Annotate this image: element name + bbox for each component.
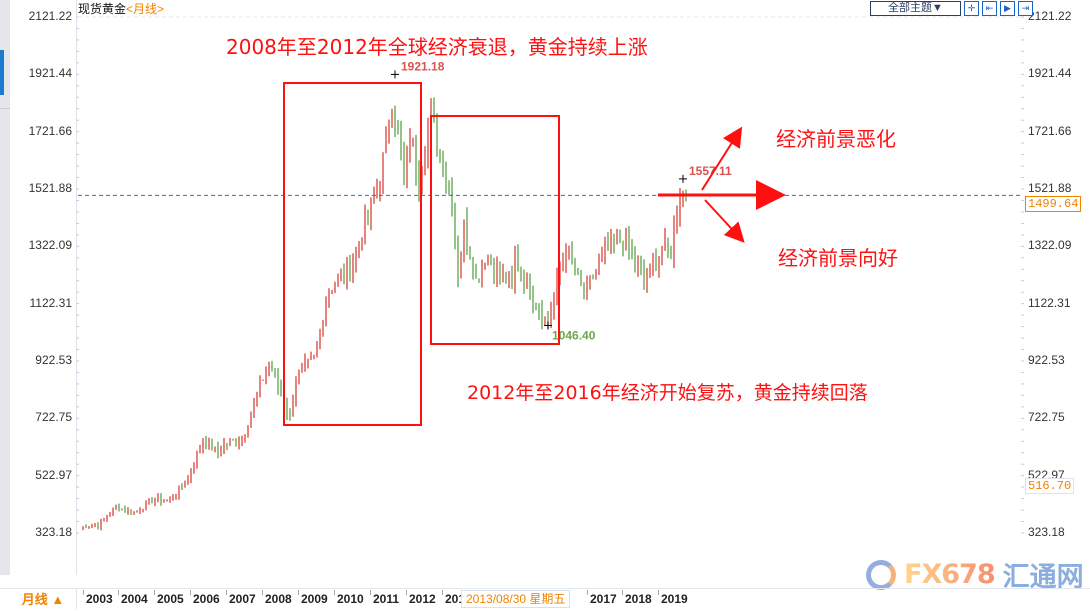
fit-range-icon[interactable]: ⇤ — [982, 1, 997, 16]
x-tick-label: 2003 — [83, 590, 113, 606]
right-price-axis: 2121.22 1921.44 1721.66 1521.88 1322.09 1122.… — [1024, 0, 1090, 575]
left-panel-strip — [0, 0, 10, 575]
active-panel-marker[interactable] — [0, 50, 4, 95]
x-tick-label: 2009 — [298, 590, 328, 606]
right-y-tick-label: 1921.44 — [1028, 66, 1072, 81]
fx678-logo-icon — [866, 559, 896, 590]
period-switch-button[interactable]: 月线 ▲ — [10, 589, 77, 609]
right-y-tick-label: 722.75 — [1028, 410, 1065, 425]
watermark-brand-cn: 汇通网 — [1002, 562, 1084, 593]
left-y-tick-label: 522.97 — [35, 467, 72, 482]
right-y-tick-label: 323.18 — [1028, 525, 1065, 539]
crosshair-icon[interactable]: ✛ — [964, 1, 979, 16]
x-tick-label: 2006 — [190, 590, 220, 606]
right-y-tick-label: 1521.88 — [1028, 180, 1072, 195]
x-tick-label: 2007 — [226, 590, 256, 606]
svg-text:1557.11: 1557.11 — [689, 164, 732, 178]
left-y-tick-label: 1521.88 — [28, 180, 72, 195]
period-tag[interactable]: <月线> — [126, 2, 165, 16]
right-y-tick-label: 2121.22 — [1028, 9, 1072, 23]
x-tick-label: 2011 — [369, 590, 400, 606]
x-tick-label: 2012 — [406, 590, 436, 606]
x-tick-label: 2017 — [587, 590, 617, 606]
x-tick-label: 2019 — [658, 590, 688, 606]
left-y-tick-label: 722.75 — [35, 410, 72, 425]
jump-latest-icon[interactable]: ⇥ — [1018, 1, 1033, 16]
step-forward-icon[interactable]: ▶ — [1000, 1, 1015, 16]
right-y-tick-label: 1721.66 — [1028, 123, 1072, 138]
right-y-tick-label: 1122.31 — [1028, 295, 1071, 310]
annotation-outlook-good: 经济前景向好 — [778, 246, 898, 270]
annotation-rise-period: 2008年至2012年全球经济衰退，黄金持续上涨 — [226, 35, 648, 59]
x-tick-label: 2018 — [622, 590, 652, 606]
panel-divider — [0, 108, 10, 109]
x-tick-label: 2005 — [154, 590, 184, 606]
current-price-tag: 1499.64 — [1025, 196, 1082, 212]
x-tick-label: 2010 — [334, 590, 364, 606]
left-price-axis: 2121.22 1921.44 1721.66 1521.88 1322.09 1122.… — [10, 0, 77, 575]
annotation-outlook-bad: 经济前景恶化 — [776, 127, 896, 151]
right-y-tick-label: 922.53 — [1028, 352, 1065, 367]
time-axis: 2003 2004 2005 2006 2007 2008 2009 2010 2011 2012… — [0, 588, 1090, 610]
chart-toolbar: 全部主题▼ ✛ ⇤ ▶ ⇥ — [870, 1, 1033, 16]
lowest-price-tag: 516.70 — [1025, 478, 1075, 494]
svg-text:1046.40: 1046.40 — [552, 328, 596, 342]
price-chart-canvas[interactable]: 1921.18 1046.40 1557.11 — [0, 0, 1090, 588]
x-tick-label: 2004 — [118, 590, 148, 606]
left-y-tick-label: 922.53 — [35, 352, 72, 367]
right-y-tick-label: 1322.09 — [1028, 238, 1072, 253]
left-y-tick-label: 1721.66 — [28, 123, 72, 138]
chart-title: 现货黄金<月线> — [78, 0, 164, 17]
left-y-tick-label: 2121.22 — [28, 9, 72, 23]
watermark-brand: FX678 — [904, 559, 996, 590]
left-y-tick-label: 1122.31 — [29, 295, 73, 310]
cursor-date-label: 2013/08/30 星期五 — [461, 590, 571, 608]
left-y-tick-label: 1322.09 — [28, 238, 72, 253]
left-y-tick-label: 1921.44 — [28, 66, 72, 81]
annotation-fall-period: 2012年至2016年经济开始复苏，黄金持续回落 — [467, 382, 868, 404]
theme-select-dropdown[interactable]: 全部主题▼ — [870, 1, 961, 16]
x-tick-label: 2008 — [262, 590, 292, 606]
svg-text:1921.18: 1921.18 — [401, 59, 445, 73]
instrument-name: 现货黄金 — [78, 2, 127, 16]
fx678-watermark: FX678 汇通网 — [866, 555, 1084, 594]
left-y-tick-label: 323.18 — [35, 525, 72, 539]
